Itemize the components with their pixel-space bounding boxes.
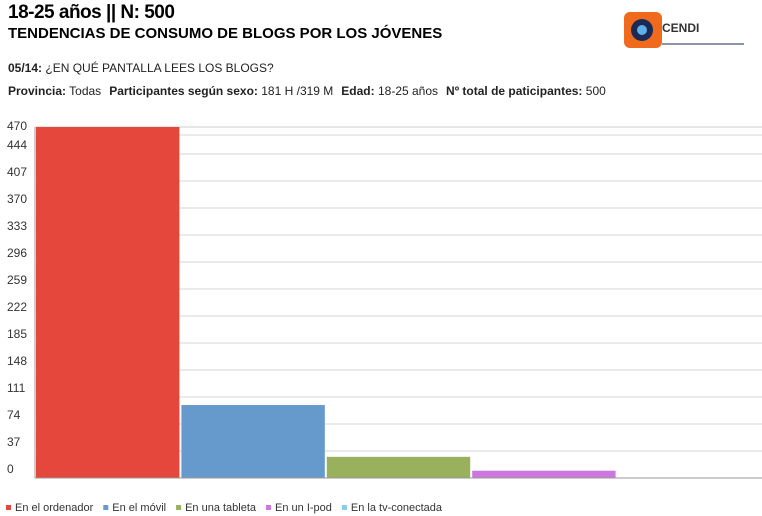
logo-text: CENDI xyxy=(662,21,699,35)
question-text: ¿EN QUÉ PANTALLA LEES LOS BLOGS? xyxy=(45,61,274,75)
bar xyxy=(326,456,471,478)
legend-label: En la tv-conectada xyxy=(351,502,443,514)
filter-label: Provincia: xyxy=(8,84,67,98)
subtitle: TENDENCIAS DE CONSUMO DE BLOGS POR LOS J… xyxy=(8,25,443,42)
question-number: 05/14: xyxy=(8,61,43,75)
y-tick-label: 148 xyxy=(7,354,27,368)
bar xyxy=(36,127,180,478)
filter: Edad: 18-25 años xyxy=(341,84,438,98)
y-tick-label: 333 xyxy=(7,219,27,233)
filter-value: 181 H /319 M xyxy=(261,84,334,98)
filter: Nº total de paticipantes: 500 xyxy=(446,84,606,98)
logo: CENDI xyxy=(624,12,744,48)
title: 18-25 años || N: 500 xyxy=(8,2,175,23)
y-tick-label: 222 xyxy=(7,300,27,314)
y-tick-label: 444 xyxy=(7,138,27,152)
legend-label: En un I-pod xyxy=(275,502,332,514)
y-tick-label: 0 xyxy=(7,462,14,476)
filter-value: Todas xyxy=(69,84,102,98)
y-tick-label: 296 xyxy=(7,246,27,260)
filter-label: Nº total de paticipantes: xyxy=(446,84,583,98)
y-tick-label: 37 xyxy=(7,435,21,449)
legend-swatch xyxy=(341,505,347,510)
legend-swatch xyxy=(6,505,11,510)
filter-label: Participantes según sexo: xyxy=(109,84,258,98)
question: 05/14: ¿EN QUÉ PANTALLA LEES LOS BLOGS? xyxy=(8,61,274,75)
filter: Participantes según sexo: 181 H /319 M xyxy=(109,84,333,98)
legend-label: En el móvil xyxy=(112,502,166,514)
filters: Provincia: Todas Participantes según sexo… xyxy=(8,84,614,98)
y-tick-label: 74 xyxy=(7,408,21,422)
legend-swatch xyxy=(266,505,272,510)
y-tick-label: 407 xyxy=(7,165,27,179)
logo-pupil xyxy=(637,25,647,35)
filter-value: 500 xyxy=(585,84,606,98)
y-tick-label: 370 xyxy=(7,192,27,206)
filter: Provincia: Todas xyxy=(8,84,101,98)
filter-value: 18-25 años xyxy=(377,84,439,98)
legend-swatch xyxy=(176,505,182,510)
legend-swatch xyxy=(103,505,109,510)
legend-label: En una tableta xyxy=(185,502,257,514)
filter-label: Edad: xyxy=(341,84,375,98)
legend-label: En el ordenador xyxy=(15,502,94,514)
y-tick-label: 470 xyxy=(7,119,27,133)
y-tick-label: 185 xyxy=(7,327,27,341)
bar xyxy=(181,405,325,478)
bar xyxy=(472,470,616,478)
y-tick-label: 111 xyxy=(7,381,26,395)
y-tick-label: 259 xyxy=(7,273,27,287)
